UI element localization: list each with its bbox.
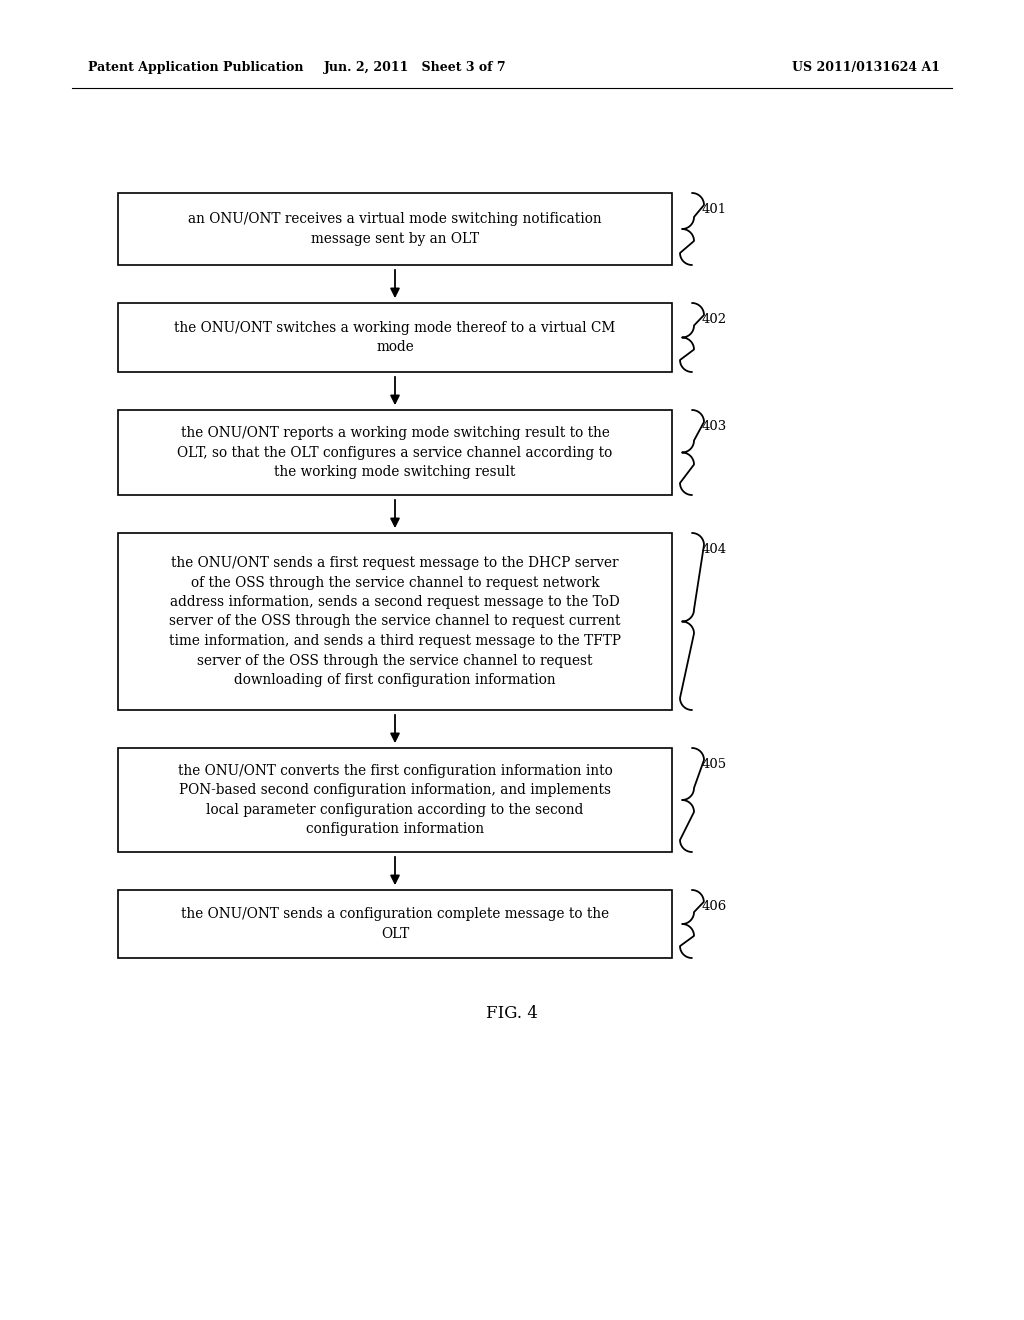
Text: the ONU/ONT sends a first request message to the DHCP server
of the OSS through : the ONU/ONT sends a first request messag… <box>169 556 621 686</box>
Text: 403: 403 <box>702 420 727 433</box>
Bar <box>118 533 672 710</box>
Text: 405: 405 <box>702 758 727 771</box>
Bar <box>118 411 672 495</box>
Text: Patent Application Publication: Patent Application Publication <box>88 62 303 74</box>
Text: Jun. 2, 2011   Sheet 3 of 7: Jun. 2, 2011 Sheet 3 of 7 <box>324 62 506 74</box>
Bar <box>118 748 672 851</box>
Bar <box>118 890 672 958</box>
Bar <box>118 193 672 265</box>
Text: an ONU/ONT receives a virtual mode switching notification
message sent by an OLT: an ONU/ONT receives a virtual mode switc… <box>188 213 602 246</box>
Text: 401: 401 <box>702 203 727 216</box>
Text: the ONU/ONT reports a working mode switching result to the
OLT, so that the OLT : the ONU/ONT reports a working mode switc… <box>177 426 612 479</box>
Text: the ONU/ONT sends a configuration complete message to the
OLT: the ONU/ONT sends a configuration comple… <box>181 907 609 941</box>
Text: 404: 404 <box>702 543 727 556</box>
Text: the ONU/ONT converts the first configuration information into
PON-based second c: the ONU/ONT converts the first configura… <box>177 764 612 837</box>
Text: the ONU/ONT switches a working mode thereof to a virtual CM
mode: the ONU/ONT switches a working mode ther… <box>174 321 615 354</box>
Text: US 2011/0131624 A1: US 2011/0131624 A1 <box>792 62 940 74</box>
Text: 402: 402 <box>702 313 727 326</box>
Text: FIG. 4: FIG. 4 <box>486 1005 538 1022</box>
Bar <box>118 304 672 372</box>
Text: 406: 406 <box>702 900 727 913</box>
